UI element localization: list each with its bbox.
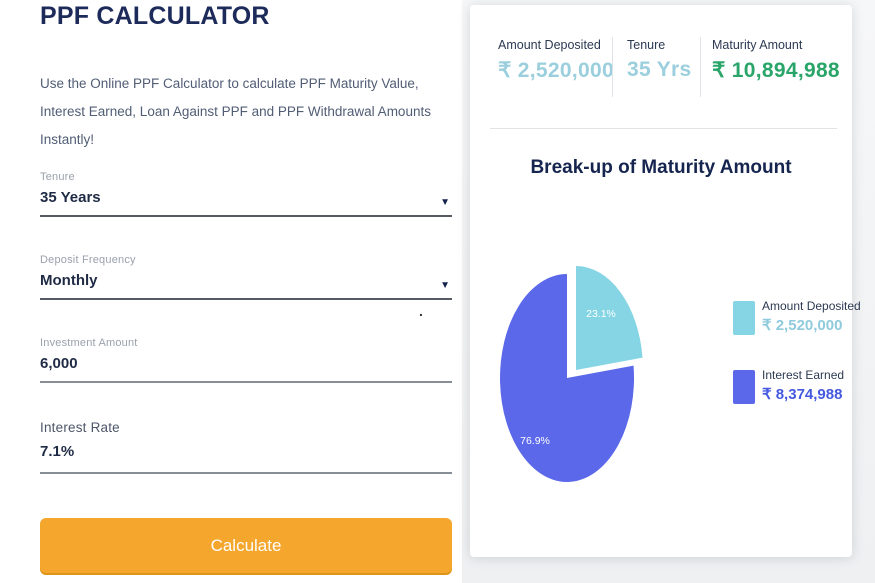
- deposit-frequency-select[interactable]: Deposit Frequency Monthly ▼: [40, 254, 452, 300]
- chart-title: Break-up of Maturity Amount: [530, 157, 792, 178]
- stat-amount-deposited: Amount Deposited ₹ 2,520,000: [498, 38, 614, 83]
- deposit-frequency-value[interactable]: Monthly: [40, 272, 98, 289]
- legend-value: ₹ 8,374,988: [762, 386, 843, 403]
- page-title: PPF CALCULATOR: [40, 2, 270, 30]
- page-description: Use the Online PPF Calculator to calcula…: [40, 76, 431, 147]
- field-underline: [40, 381, 452, 383]
- legend-item-interest-earned[interactable]: Interest Earned ₹ 8,374,988: [733, 368, 845, 404]
- pie-slice-label-interest: 76.9%: [520, 435, 550, 447]
- pie-slice-amount-deposited[interactable]: [576, 266, 643, 370]
- stat-value: 35 Yrs: [627, 58, 692, 81]
- chevron-down-icon[interactable]: ▼: [440, 280, 450, 291]
- tenure-value[interactable]: 35 Years: [40, 189, 101, 206]
- stat-divider: [612, 37, 613, 97]
- legend-swatch-blue: [733, 370, 755, 404]
- stat-value: ₹ 10,894,988: [712, 59, 840, 82]
- interest-rate-value[interactable]: 7.1%: [40, 443, 75, 460]
- pie-slice-interest-earned[interactable]: [500, 274, 635, 482]
- stray-dot-text: .: [419, 303, 423, 319]
- stat-maturity-amount: Maturity Amount ₹ 10,894,988: [712, 38, 840, 83]
- investment-amount-value[interactable]: 6,000: [40, 355, 78, 372]
- chevron-down-icon[interactable]: ▼: [440, 197, 450, 208]
- field-underline: [40, 298, 452, 300]
- field-underline: [40, 215, 452, 217]
- tenure-select[interactable]: Tenure 35 Years ▼: [40, 171, 452, 217]
- stat-divider: [700, 37, 701, 97]
- investment-amount-field[interactable]: Investment Amount 6,000: [40, 337, 452, 383]
- legend-swatch-cyan: [733, 301, 755, 335]
- interest-rate-field[interactable]: Interest Rate 7.1%: [40, 420, 452, 474]
- stat-label: Maturity Amount: [712, 38, 803, 52]
- tenure-label: Tenure: [40, 171, 75, 183]
- interest-rate-label: Interest Rate: [40, 420, 120, 435]
- stat-value: ₹ 2,520,000: [498, 59, 614, 82]
- stat-tenure: Tenure 35 Yrs: [627, 38, 691, 82]
- pie-chart-svg: 23.1% 76.9%: [500, 266, 643, 482]
- field-underline: [40, 472, 452, 474]
- calculator-form-panel: PPF CALCULATOR Use the Online PPF Calcul…: [40, 0, 452, 583]
- legend-item-amount-deposited[interactable]: Amount Deposited ₹ 2,520,000: [733, 299, 861, 335]
- legend-label: Interest Earned: [762, 368, 845, 382]
- investment-amount-label: Investment Amount: [40, 337, 138, 349]
- pie-slice-label-deposited: 23.1%: [586, 308, 616, 320]
- legend-label: Amount Deposited: [762, 299, 861, 313]
- stat-label: Tenure: [627, 38, 666, 52]
- card-divider: [490, 128, 837, 129]
- stat-label: Amount Deposited: [498, 38, 601, 52]
- results-card: Amount Deposited ₹ 2,520,000 Tenure 35 Y…: [470, 5, 861, 557]
- maturity-breakup-pie-chart: 23.1% 76.9%: [487, 263, 667, 493]
- deposit-frequency-label: Deposit Frequency: [40, 254, 136, 266]
- legend-value: ₹ 2,520,000: [762, 317, 843, 334]
- calculate-button[interactable]: Calculate: [40, 518, 452, 573]
